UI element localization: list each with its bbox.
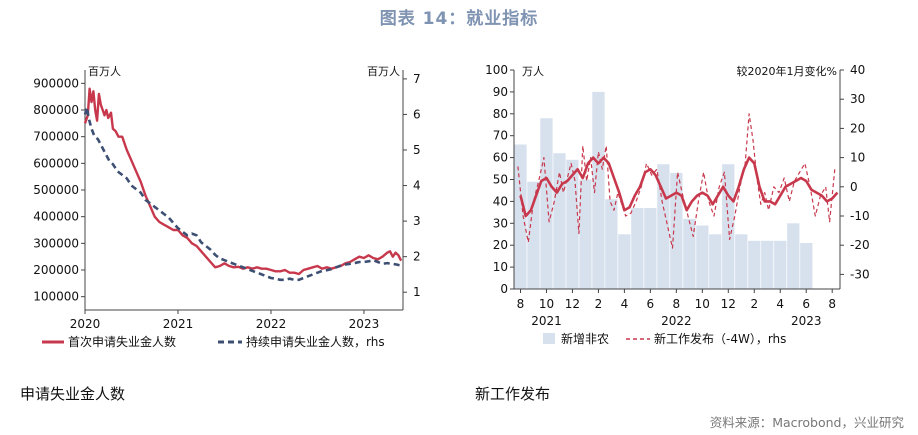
- payrolls-bar: [761, 240, 774, 289]
- left-y-tick-label: 300000: [33, 236, 79, 250]
- x-tick-label: 4: [776, 297, 784, 311]
- x-tick-label: 2: [750, 297, 758, 311]
- right-y-tick-label: 6: [413, 107, 421, 121]
- figure-title: 图表 14：就业指标: [379, 9, 539, 29]
- x-year-label: 2021: [531, 314, 562, 328]
- left-y-tick-label: 0: [500, 282, 508, 296]
- left-y-tick-label: 900000: [33, 76, 79, 90]
- x-year-label: 2022: [661, 314, 692, 328]
- legend-label-postings: 新工作发布（-4W），rhs: [654, 331, 786, 346]
- x-tick-label: 12: [565, 297, 580, 311]
- right-y-tick-label: -20: [850, 238, 870, 252]
- right-y-tick-label: 3: [413, 214, 421, 228]
- payrolls-bar: [540, 118, 553, 289]
- payrolls-bar: [800, 243, 813, 289]
- right-y-tick-label: 4: [413, 179, 421, 193]
- x-tick-label: 4: [621, 297, 629, 311]
- payrolls-bar: [514, 144, 527, 289]
- left-y-tick-label: 40: [493, 194, 508, 208]
- left-y-tick-label: 60: [493, 151, 508, 165]
- left-y-tick-label: 20: [493, 238, 508, 252]
- x-tick-label: 2021: [163, 317, 194, 331]
- payrolls-bar: [644, 208, 657, 289]
- x-tick-label: 8: [517, 297, 525, 311]
- right-y-tick-label: 40: [850, 63, 865, 77]
- x-tick-label: 2022: [256, 317, 287, 331]
- payrolls-bar: [696, 225, 709, 289]
- left-y-tick-label: 700000: [33, 130, 79, 144]
- left-y-tick-label: 10: [493, 260, 508, 274]
- right-y-tick-label: 20: [850, 121, 865, 135]
- source-note: 资料来源：Macrobond，兴业研究: [709, 415, 904, 430]
- legend-label-payrolls: 新增非农: [561, 331, 609, 346]
- x-tick-label: 6: [802, 297, 810, 311]
- right-y-tick-label: 0: [850, 180, 858, 194]
- left-unit-label: 百万人: [88, 65, 121, 78]
- right-y-tick-label: 5: [413, 143, 421, 157]
- initial-claims-chart: 100000 200000 300000 400000 500000 600000 7000…: [33, 65, 421, 349]
- caption-right: 新工作发布: [475, 385, 551, 403]
- x-tick-label: 6: [647, 297, 655, 311]
- payrolls-bar: [631, 208, 644, 289]
- right-y-tick-label: 7: [413, 72, 421, 86]
- right-y-tick-label: -30: [850, 267, 870, 281]
- right-unit-label: 百万人: [367, 65, 400, 78]
- right-y-tick-label: 30: [850, 92, 865, 106]
- payrolls-bar: [579, 179, 592, 289]
- x-tick-label: 8: [828, 297, 836, 311]
- right-y-tick-label: 1: [413, 285, 421, 299]
- series-line-0: [83, 87, 403, 276]
- left-y-tick-label: 100: [485, 63, 508, 77]
- payrolls-bar: [735, 234, 748, 290]
- series-line-1: [83, 106, 402, 282]
- postings-line-0: [517, 113, 836, 249]
- x-tick-label: 10: [539, 297, 554, 311]
- legend-swatch-payrolls: [543, 333, 555, 344]
- legend-label-continuing: 持续申请失业金人数，rhs: [246, 334, 385, 349]
- caption-left: 申请失业金人数: [20, 385, 126, 403]
- legend-label-initial: 首次申请失业金人数: [68, 334, 176, 349]
- postings-line-1: [519, 156, 839, 218]
- left-y-tick-label: 400000: [33, 210, 79, 224]
- x-tick-label: 10: [695, 297, 710, 311]
- payrolls-bar: [709, 234, 722, 290]
- payrolls-bar: [605, 199, 618, 289]
- payrolls-bar: [527, 181, 540, 289]
- chart-panel-right: 0 10 20 30 40 50 60 70 80 90 100 -30 -20 -10 0 10 20 30 40…: [455, 56, 910, 366]
- right-y-tick-label: 2: [413, 250, 421, 264]
- payrolls-bar: [670, 172, 683, 289]
- payrolls-bar: [592, 91, 605, 290]
- chart-panel-left: 100000 200000 300000 400000 500000 600000 7000…: [0, 56, 440, 366]
- left-y-tick-label: 90: [493, 85, 508, 99]
- right-y-tick-label: 10: [850, 151, 865, 165]
- left-y-tick-label: 50: [493, 173, 508, 187]
- payrolls-bar: [787, 223, 800, 289]
- left-y-tick-label: 30: [493, 216, 508, 230]
- x-tick-label: 2: [595, 297, 603, 311]
- payrolls-bar: [774, 240, 787, 289]
- right-unit-label: 较2020年1月变化%: [737, 64, 837, 78]
- payrolls-bar: [748, 240, 761, 289]
- payrolls-bar: [618, 234, 631, 290]
- job-postings-chart: 0 10 20 30 40 50 60 70 80 90 100 -30 -20 -10 0 10 20 30 40…: [485, 63, 870, 346]
- payrolls-bar: [657, 164, 670, 289]
- x-year-label: 2023: [791, 314, 822, 328]
- left-y-tick-label: 600000: [33, 156, 79, 170]
- left-unit-label: 万人: [522, 65, 544, 78]
- left-y-tick-label: 800000: [33, 103, 79, 117]
- right-y-tick-label: -10: [850, 209, 870, 223]
- left-y-tick-label: 80: [493, 107, 508, 121]
- x-tick-label: 8: [673, 297, 681, 311]
- left-y-tick-label: 100000: [33, 290, 79, 304]
- left-y-tick-label: 70: [493, 129, 508, 143]
- left-y-tick-label: 200000: [33, 263, 79, 277]
- x-tick-label: 2023: [349, 317, 380, 331]
- x-tick-label: 2020: [70, 317, 101, 331]
- left-y-tick-label: 500000: [33, 183, 79, 197]
- payrolls-bar: [683, 218, 696, 289]
- x-tick-label: 12: [721, 297, 736, 311]
